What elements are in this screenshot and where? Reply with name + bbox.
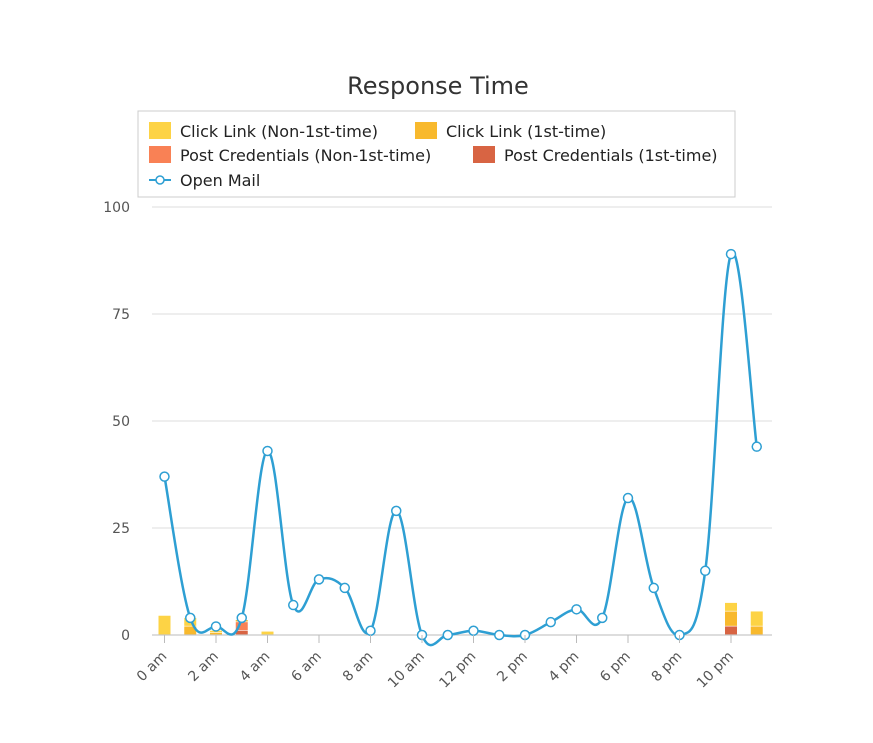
legend-item-post-credentials-non-1st-time[interactable]: Post Credentials (Non-1st-time) — [149, 146, 431, 165]
x-tick-label: 4 am — [237, 649, 273, 685]
open-mail-point[interactable] — [159, 471, 170, 482]
legend-label-post-credentials-non-1st-time: Post Credentials (Non-1st-time) — [180, 146, 431, 165]
y-axis-ticks: 0 25 50 75 100 — [103, 200, 130, 644]
open-mail-line — [163, 250, 758, 647]
bar-segment[interactable] — [750, 611, 763, 626]
open-mail-point[interactable] — [236, 612, 247, 624]
bar-series — [158, 602, 763, 635]
y-tick-label: 100 — [103, 200, 130, 216]
legend-item-post-credentials-1st-time[interactable]: Post Credentials (1st-time) — [473, 146, 718, 165]
bar-segment[interactable] — [235, 630, 248, 635]
legend-label-click-link-1st-time: Click Link (1st-time) — [446, 122, 606, 141]
bar-segment[interactable] — [725, 602, 737, 611]
open-mail-point[interactable] — [442, 629, 453, 641]
legend-swatch-post-credentials-non-1st-time — [149, 146, 171, 163]
legend: Click Link (Non-1st-time) Click Link (1s… — [137, 110, 736, 198]
x-tick-label: 0 am — [134, 649, 170, 685]
grid — [152, 206, 772, 636]
y-tick-label: 50 — [112, 414, 130, 430]
open-mail-series — [159, 248, 762, 647]
open-mail-point[interactable] — [210, 621, 222, 632]
legend-swatch-click-link-1st-time — [415, 122, 437, 139]
legend-label-post-credentials-1st-time: Post Credentials (1st-time) — [504, 146, 718, 165]
chart-title: Response Time — [347, 72, 529, 100]
open-mail-point[interactable] — [339, 582, 350, 594]
open-mail-point[interactable] — [751, 441, 762, 452]
legend-swatch-click-link-non-1st-time — [149, 122, 171, 139]
open-mail-point[interactable] — [571, 604, 582, 615]
open-mail-point[interactable] — [622, 492, 634, 504]
open-mail-point[interactable] — [648, 582, 659, 594]
bar-segment[interactable] — [725, 611, 737, 626]
open-mail-point[interactable] — [545, 616, 556, 628]
open-mail-point[interactable] — [725, 248, 737, 260]
bar-segment[interactable] — [725, 626, 737, 635]
x-tick-label: 12 pm — [436, 649, 479, 692]
open-mail-point[interactable] — [288, 599, 299, 611]
open-mail-point[interactable] — [494, 629, 505, 641]
x-tick-label: 6 am — [288, 649, 324, 685]
x-tick-label: 10 pm — [694, 649, 737, 692]
open-mail-point[interactable] — [365, 625, 376, 636]
open-mail-point[interactable] — [468, 625, 479, 636]
x-tick-label: 8 am — [340, 649, 376, 685]
x-tick-label: 2 pm — [494, 649, 531, 686]
x-tick-label: 8 pm — [649, 649, 686, 686]
x-tick-label: 2 am — [185, 649, 221, 685]
legend-label-click-link-non-1st-time: Click Link (Non-1st-time) — [180, 122, 378, 141]
open-mail-point[interactable] — [262, 445, 273, 457]
legend-item-click-link-non-1st-time[interactable]: Click Link (Non-1st-time) — [149, 122, 378, 141]
legend-item-open-mail[interactable]: Open Mail — [149, 171, 260, 190]
x-tick-label: 10 am — [385, 649, 428, 692]
open-mail-point[interactable] — [700, 565, 711, 577]
legend-swatch-post-credentials-1st-time — [473, 146, 495, 163]
open-mail-point[interactable] — [391, 505, 402, 517]
open-mail-point[interactable] — [185, 612, 196, 624]
bar-segment[interactable] — [750, 626, 763, 635]
legend-item-click-link-1st-time[interactable]: Click Link (1st-time) — [415, 122, 606, 141]
bar-segment[interactable] — [158, 615, 171, 635]
x-tick-label: 4 pm — [546, 649, 583, 686]
y-tick-label: 25 — [112, 521, 130, 537]
bar-segment[interactable] — [261, 631, 274, 635]
y-tick-label: 0 — [121, 628, 130, 644]
y-tick-label: 75 — [112, 307, 130, 323]
bar-segment[interactable] — [210, 632, 222, 635]
bar-segment[interactable] — [184, 626, 197, 635]
x-tick-label: 6 pm — [597, 649, 634, 686]
legend-label-open-mail: Open Mail — [180, 171, 260, 190]
open-mail-point[interactable] — [597, 612, 608, 624]
open-mail-point[interactable] — [313, 574, 325, 585]
legend-marker-open-mail — [155, 175, 165, 185]
bar-segment[interactable] — [235, 622, 248, 631]
